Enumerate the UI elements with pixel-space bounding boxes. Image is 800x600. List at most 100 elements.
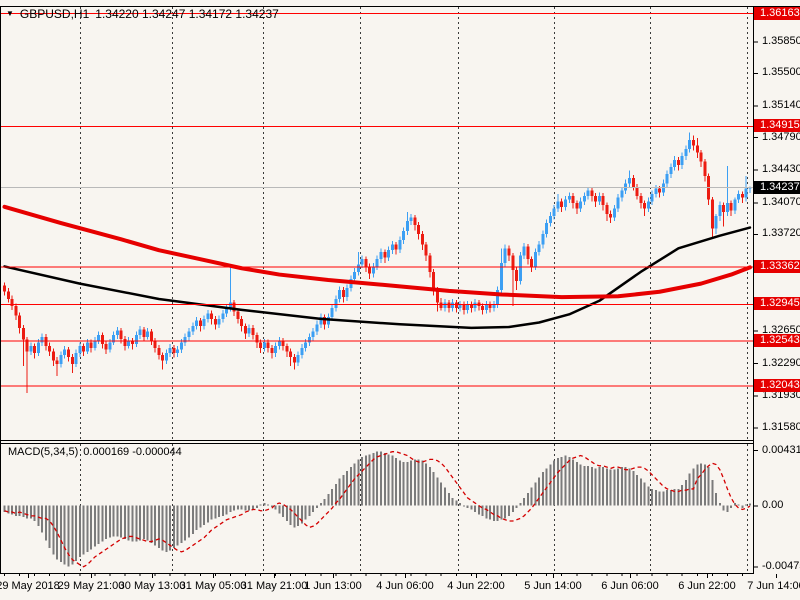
macd-bar (342, 474, 345, 506)
macd-bar (195, 505, 198, 530)
candle-body (537, 244, 541, 252)
candle-body (447, 302, 451, 309)
candle-body (567, 195, 571, 200)
candle-body (552, 208, 556, 216)
macd-bar (432, 472, 435, 506)
candle-body (266, 342, 270, 348)
chart-dropdown-icon[interactable]: ▼ (6, 9, 14, 18)
candle-body (616, 197, 620, 209)
macd-bar (3, 505, 6, 513)
candle-body (228, 302, 232, 309)
candle-body (127, 340, 131, 346)
candle-body (499, 262, 503, 290)
macd-bar (628, 468, 631, 506)
candle-body (217, 318, 221, 325)
price-tick-label: 1.34070 (762, 195, 800, 208)
price-axis[interactable]: 1.35850 1.35500 1.35140 1.34790 1.34430 1.340… (754, 0, 800, 574)
price-level-label: 1.32543 (754, 333, 800, 347)
candle-body (334, 298, 338, 309)
candle-body (518, 255, 522, 281)
candle-body (699, 152, 703, 162)
macd-bar (620, 467, 623, 506)
price-level-label: 1.32945 (754, 297, 800, 311)
candle-body (571, 195, 575, 204)
macd-bar (154, 505, 157, 546)
candle-body (458, 304, 462, 309)
macd-bar (707, 467, 710, 506)
candle-body (435, 289, 439, 303)
candle-body (82, 345, 86, 352)
candle-body (296, 355, 300, 363)
indicator-title: MACD(5,34,5) 0.000169 -0.000044 (8, 446, 182, 458)
price-tick-label: 1.33720 (762, 227, 800, 240)
macd-bar (267, 504, 270, 506)
macd-bar (372, 452, 375, 506)
macd-bar (504, 505, 507, 519)
candle-body (526, 246, 530, 260)
macd-bar (383, 452, 386, 506)
macd-bar (199, 505, 202, 528)
candle-body (119, 330, 123, 339)
macd-bar (14, 505, 17, 516)
macd-bar (353, 463, 356, 506)
macd-bar (300, 505, 303, 524)
macd-bar (75, 505, 78, 561)
candle-body (548, 215, 552, 224)
time-axis-label: 4 Jun 06:00 (376, 580, 434, 592)
macd-bar (455, 500, 458, 506)
macd-bar (560, 456, 563, 506)
candle-body (14, 306, 18, 316)
candle-body (612, 208, 616, 218)
candle-body (311, 331, 315, 337)
price-level-label: 1.36163 (754, 6, 800, 20)
price-tick-label: 1.31930 (762, 389, 800, 402)
macd-bar (7, 505, 10, 514)
macd-bar (692, 468, 695, 506)
macd-bar (519, 503, 522, 506)
candle-body (737, 194, 741, 200)
macd-bar (210, 505, 213, 520)
candle-body (319, 317, 323, 325)
candle-body (270, 347, 274, 354)
candle-body (496, 289, 500, 305)
macd-bar (357, 459, 360, 506)
candle-body (183, 336, 187, 343)
price-level-label: 1.32043 (754, 378, 800, 392)
macd-bar (568, 456, 571, 506)
indicator-tick-label: 0.00 (762, 499, 784, 512)
candle-body (718, 204, 722, 216)
macd-bar (285, 505, 288, 522)
candle-body (315, 324, 319, 332)
candle-body (262, 342, 266, 348)
macd-bar (244, 505, 247, 511)
candle-body (210, 313, 214, 319)
time-axis-label: 4 Jun 22:00 (447, 580, 505, 592)
macd-bar (56, 505, 59, 560)
candle-body (676, 159, 680, 166)
macd-bar (48, 505, 51, 548)
macd-bar (417, 459, 420, 506)
macd-bar (41, 505, 44, 533)
candle-body (48, 345, 52, 352)
candle-body (398, 240, 402, 250)
macd-bar (229, 505, 232, 513)
candle-body (413, 217, 417, 225)
macd-bar (293, 505, 296, 528)
candle-body (67, 349, 71, 357)
macd-bar (474, 505, 477, 513)
macd-bar (251, 505, 254, 510)
macd-bar (489, 505, 492, 520)
candle-body (417, 224, 421, 234)
candle-body (6, 291, 10, 299)
macd-bar (263, 503, 266, 506)
macd-bar (376, 451, 379, 506)
macd-bar (662, 491, 665, 506)
macd-bar (67, 505, 70, 567)
candle-body (198, 320, 202, 327)
macd-bar (278, 505, 281, 514)
time-axis[interactable]: 29 May 2018 29 May 21:00 30 May 13:00 31 Ma… (0, 574, 800, 600)
candle-body (97, 335, 101, 341)
macd-bar (477, 505, 480, 515)
macd-bar (33, 505, 36, 522)
